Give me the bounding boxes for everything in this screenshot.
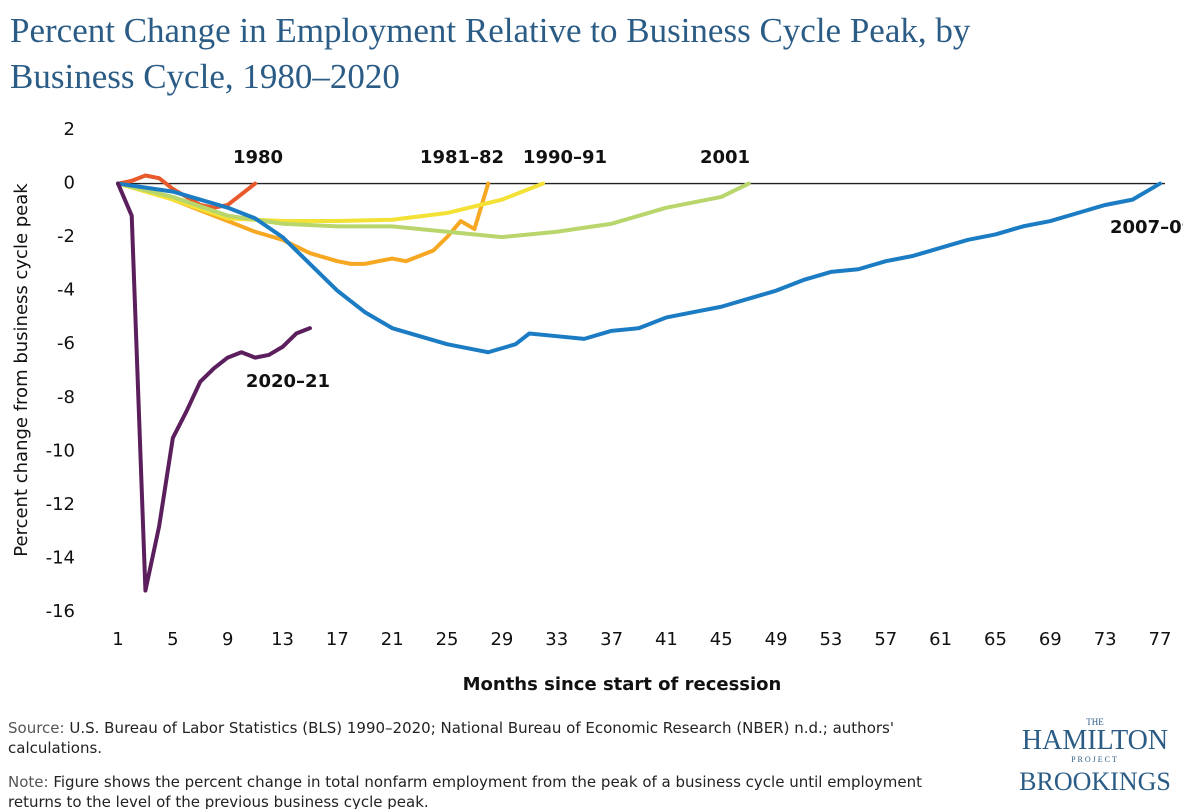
x-tick-label: 9 [222,629,233,650]
logo-top: THE [1086,717,1104,727]
y-tick-label: -16 [46,601,75,622]
series-label: 1990–91 [523,147,607,168]
note-label: Note: [8,773,49,791]
chart-title: Percent Change in Employment Relative to… [10,11,971,96]
x-tick-label: 49 [765,629,788,650]
source: Source: U.S. Bureau of Labor Statistics … [8,718,968,758]
y-tick-label: -14 [46,547,75,568]
x-axis-label: Months since start of recession [463,674,782,695]
y-tick-label: -4 [57,280,75,301]
series-line [116,181,312,593]
x-tick-label: 37 [600,629,623,650]
x-tick-label: 69 [1039,629,1062,650]
note-text: Figure shows the percent change in total… [8,773,923,809]
x-tick-label: 53 [819,629,842,650]
series-label: 1980 [233,147,283,168]
y-tick-label: -2 [57,226,75,247]
logo-sub: PROJECT [1071,755,1119,764]
x-tick-label: 25 [436,629,459,650]
logo-org: BROOKINGS [1019,767,1171,796]
series-label: 1981–82 [420,147,504,168]
source-text: U.S. Bureau of Labor Statistics (BLS) 19… [8,719,894,757]
x-tick-label: 57 [874,629,897,650]
x-tick-label: 17 [326,629,349,650]
series-line [116,181,751,240]
series-label: 2001 [700,147,750,168]
logo-name: HAMILTON [1021,725,1169,756]
x-tick-label: 1 [112,629,123,650]
series-label: 2020–21 [246,371,330,392]
x-tick-label: 41 [655,629,678,650]
x-tick-label: 65 [984,629,1007,650]
y-tick-label: 0 [64,173,75,194]
note: Note: Figure shows the percent change in… [8,772,968,809]
x-tick-label: 45 [710,629,733,650]
x-tick-label: 61 [929,629,952,650]
x-tick-label: 73 [1094,629,1117,650]
x-tick-label: 21 [381,629,404,650]
source-label: Source: [8,719,65,737]
y-tick-label: -10 [46,440,75,461]
x-tick-label: 33 [545,629,568,650]
y-tick-label: -12 [46,494,75,515]
series-line [116,181,1162,355]
y-tick-label: -6 [57,333,75,354]
y-axis-label: Percent change from business cycle peak [11,183,32,557]
series-line [116,181,546,224]
series-label: 2007–09 [1110,217,1183,238]
x-tick-label: 13 [271,629,294,650]
x-tick-label: 5 [167,629,178,650]
y-tick-label: -8 [57,387,75,408]
y-tick-label: 2 [64,119,75,140]
logo: THE HAMILTON PROJECT BROOKINGS [1010,718,1180,797]
x-tick-label: 77 [1149,629,1172,650]
x-tick-label: 29 [490,629,513,650]
